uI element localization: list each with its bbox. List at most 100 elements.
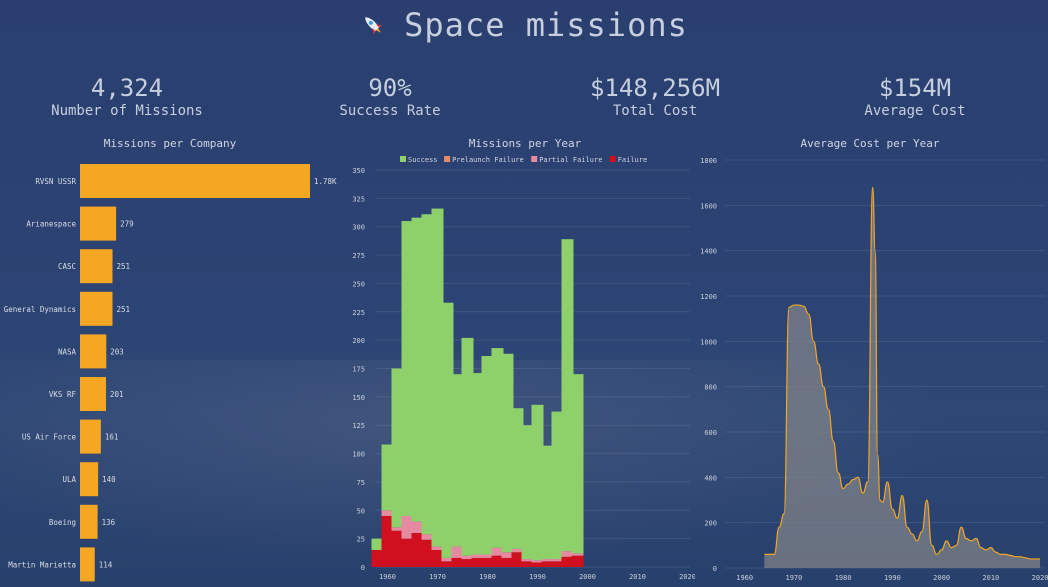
company-value-label: 114 xyxy=(99,560,113,569)
company-tick-label: VKS RF xyxy=(49,390,77,399)
missions-per-year-chart: 0 25 50 75 100 125 150 175 200 225 250 275 300 325 350… xyxy=(352,156,695,581)
year-bar-segment xyxy=(471,373,484,555)
year-y-tick: 225 xyxy=(352,309,365,317)
cost-area-fill xyxy=(764,187,1041,568)
year-bar-segment xyxy=(511,408,524,549)
year-bar-segment xyxy=(521,561,534,567)
year-x-tick: 2010 xyxy=(629,573,646,581)
year-bar-segment xyxy=(411,521,424,533)
year-bar-segment xyxy=(421,214,434,535)
cost-y-tick: 200 xyxy=(704,520,717,528)
year-x-tick: 1970 xyxy=(429,573,446,581)
year-y-tick: 300 xyxy=(352,224,365,232)
year-bar-segment xyxy=(481,356,494,555)
company-bar xyxy=(80,419,101,454)
company-bar xyxy=(80,334,107,369)
rocket-icon xyxy=(365,17,383,35)
legend-swatch xyxy=(400,156,406,162)
year-bar-segment xyxy=(501,557,514,567)
year-y-tick: 25 xyxy=(357,536,365,544)
year-bar-segment xyxy=(571,555,584,567)
chart-title-year: Missions per Year xyxy=(468,137,582,150)
year-bar-segment xyxy=(561,239,574,552)
kpi-label: Number of Missions xyxy=(51,103,203,119)
cost-x-tick: 2020 xyxy=(1032,574,1048,582)
company-value-label: 279 xyxy=(120,220,134,229)
chart-title-cost: Average Cost per Year xyxy=(800,137,940,150)
year-bar-segment xyxy=(461,337,474,556)
cost-line xyxy=(764,186,1041,560)
kpi-label: Average Cost xyxy=(864,103,966,119)
cost-x-tick: 2000 xyxy=(933,574,950,582)
year-bar-segment xyxy=(511,552,524,567)
page-title: Space missions xyxy=(0,0,1048,50)
year-x-tick: 1960 xyxy=(379,573,396,581)
company-tick-label: Arianespace xyxy=(26,220,76,229)
year-y-tick: 250 xyxy=(352,280,365,288)
year-bar-segment xyxy=(391,527,404,531)
year-y-tick: 125 xyxy=(352,422,365,430)
year-bar-segment xyxy=(371,538,384,550)
year-x-tick: 1990 xyxy=(529,573,546,581)
year-y-tick: 150 xyxy=(352,394,365,402)
year-y-tick: 350 xyxy=(352,167,365,175)
company-value-label: 251 xyxy=(116,262,130,271)
company-value-label: 161 xyxy=(105,433,119,442)
year-bar-segment xyxy=(531,562,544,567)
company-bar xyxy=(80,291,113,326)
company-value-label: 203 xyxy=(110,347,124,356)
year-bar-segment xyxy=(391,368,404,528)
year-bar-segment xyxy=(491,547,504,556)
company-value-label: 251 xyxy=(116,305,130,314)
company-value-label: 140 xyxy=(102,475,116,484)
year-bar-segment xyxy=(541,559,554,562)
year-x-tick: 2020 xyxy=(679,573,695,581)
company-bar xyxy=(80,377,107,411)
year-bar-segment xyxy=(431,546,444,550)
year-bar-segment xyxy=(401,538,414,567)
legend-swatch xyxy=(531,156,538,162)
year-y-tick: 75 xyxy=(357,479,365,487)
cost-y-tick: 1200 xyxy=(700,293,717,301)
page-title-text: Space missions xyxy=(404,6,688,44)
year-bar-segment xyxy=(441,557,454,562)
year-bar-segment xyxy=(531,404,544,561)
year-bar-segment xyxy=(401,221,414,516)
legend-label: Partial Failure xyxy=(539,156,602,164)
legend-swatch xyxy=(444,156,451,162)
year-y-tick: 100 xyxy=(352,451,365,459)
year-bar-segment xyxy=(541,445,554,560)
year-bar-segment xyxy=(541,561,554,567)
year-bar-segment xyxy=(501,552,514,558)
company-bar xyxy=(80,462,99,497)
year-bar-segment xyxy=(371,549,384,567)
year-bar-segment xyxy=(521,559,534,562)
year-bar-segment xyxy=(381,444,394,511)
cost-y-tick: 1600 xyxy=(700,202,717,210)
year-bar-segment xyxy=(421,539,434,567)
year-bar-segment xyxy=(571,374,584,554)
year-bar-segment xyxy=(421,534,434,540)
year-bar-segment xyxy=(401,515,414,539)
year-bar-segment xyxy=(461,555,474,560)
company-tick-label: RVSN USSR xyxy=(35,177,76,186)
year-bar-segment xyxy=(471,557,484,567)
year-y-tick: 200 xyxy=(352,337,365,345)
year-bar-segment xyxy=(391,530,404,567)
year-bar-segment xyxy=(411,217,424,522)
year-bar-segment xyxy=(441,561,454,567)
company-bar xyxy=(80,504,98,539)
year-bar-segment xyxy=(551,559,564,562)
legend-label: Failure xyxy=(618,156,648,164)
year-bar-segment xyxy=(491,555,504,567)
year-x-tick: 1980 xyxy=(479,573,496,581)
company-tick-label: CASC xyxy=(58,262,76,271)
year-bar-segment xyxy=(531,560,544,563)
company-tick-label: Martin Marietta xyxy=(8,560,76,569)
company-value-label: 136 xyxy=(102,518,116,527)
cost-x-tick: 1990 xyxy=(884,574,901,582)
cost-x-tick: 2010 xyxy=(982,574,999,582)
year-bar-segment xyxy=(431,549,444,567)
kpi-label: Total Cost xyxy=(612,103,698,119)
year-bar-segment xyxy=(561,551,574,557)
